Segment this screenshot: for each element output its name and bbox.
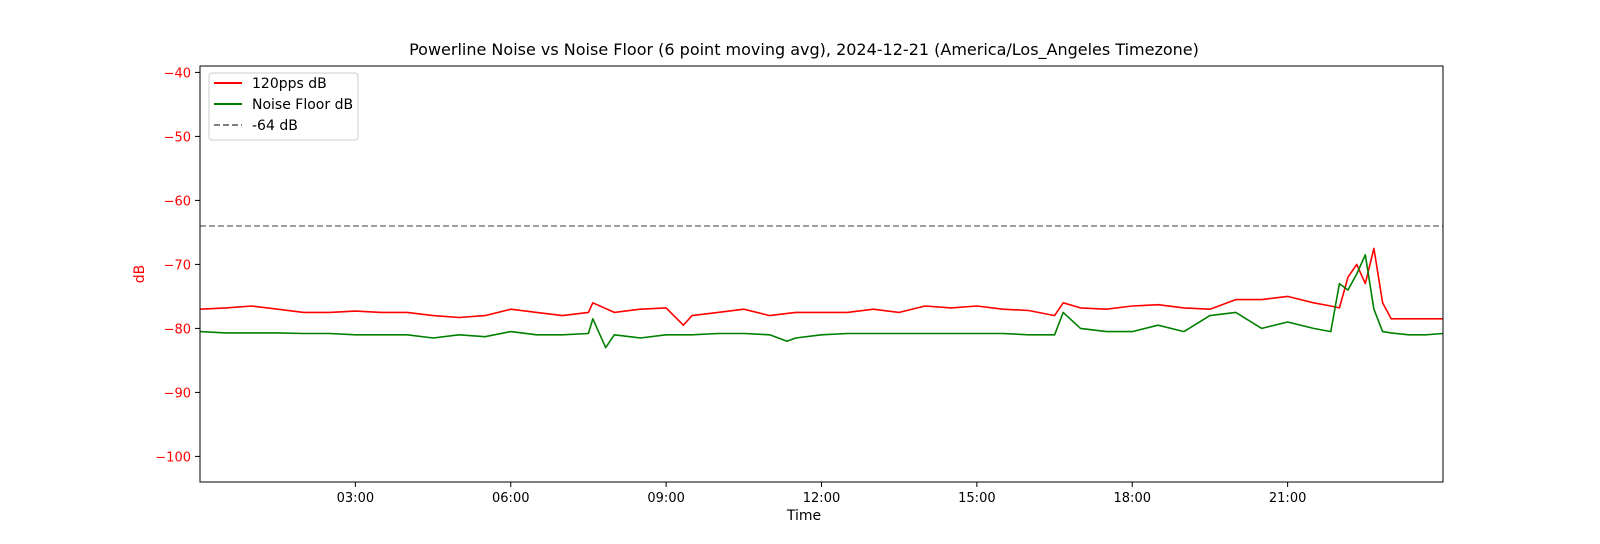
x-tick-label: 18:00 [1114, 491, 1151, 506]
x-tick-label: 09:00 [647, 491, 684, 506]
legend: 120pps dB Noise Floor dB -64 dB [208, 72, 359, 141]
x-axis-label: Time [786, 508, 821, 524]
axes-layer: 03:00 06:00 09:00 12:00 15:00 18:00 21:00 −40 −5… [155, 66, 1306, 506]
y-axis-label: dB [132, 265, 148, 284]
y-tick-label: −40 [164, 66, 191, 81]
legend-label-120pps: 120pps dB [252, 76, 327, 92]
plot-layer [199, 225, 1444, 349]
legend-label-noise-floor: Noise Floor dB [252, 97, 353, 113]
legend-box [208, 72, 359, 141]
y-tick-label: −80 [164, 322, 191, 337]
y-tick-label: −70 [164, 258, 191, 273]
y-tick-label: −60 [164, 194, 191, 209]
x-tick-label: 03:00 [337, 491, 374, 506]
legend-label-reference: -64 dB [252, 118, 298, 134]
y-tick-label: −100 [155, 450, 191, 465]
x-tick-label: 06:00 [492, 491, 529, 506]
chart-title: Powerline Noise vs Noise Floor (6 point … [409, 40, 1199, 60]
x-tick-label: 15:00 [958, 491, 995, 506]
y-tick-label: −50 [164, 130, 191, 145]
x-tick-label: 12:00 [803, 491, 840, 506]
series-line-noise-floor [199, 254, 1444, 349]
x-tick-label: 21:00 [1269, 491, 1306, 506]
y-tick-label: −90 [164, 386, 191, 401]
